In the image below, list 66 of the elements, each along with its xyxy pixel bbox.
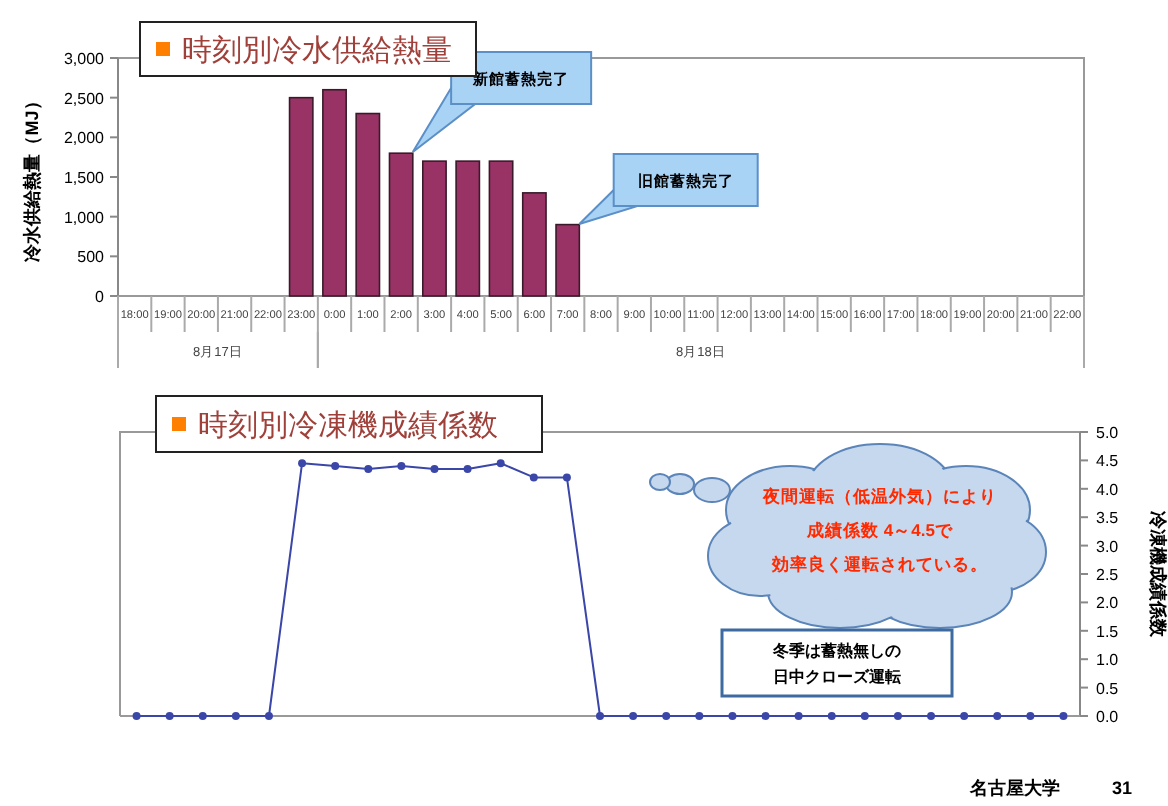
y-axis-title: 冷凍機成績係数: [1148, 511, 1168, 639]
chart-title: 時刻別冷凍機成績係数: [198, 409, 498, 443]
bar: [421, 160, 447, 297]
text: 31: [1111, 778, 1132, 798]
y-axis-title: 冷水供給熱量（MJ）: [22, 92, 42, 262]
bar: [288, 96, 314, 297]
point: [165, 712, 174, 720]
point: [198, 712, 207, 720]
point: [629, 712, 638, 720]
y-tick-label: 2.0: [1096, 594, 1120, 613]
y-tick-label: 0: [95, 288, 106, 306]
y-tick-label: 3,000: [63, 50, 106, 68]
y-tick-label: 5.0: [1096, 424, 1120, 442]
y-tick-label: 2.5: [1096, 566, 1120, 584]
y-tick-label: 500: [77, 248, 106, 267]
point: [761, 712, 770, 720]
point: [331, 462, 340, 471]
point: [794, 712, 803, 720]
y-tick-label: 0.0: [1096, 708, 1120, 726]
point: [662, 712, 671, 720]
point: [529, 473, 538, 482]
point: [231, 712, 240, 720]
annotation: 夜間運転（低温外気）により: [761, 486, 997, 506]
point: [596, 712, 604, 720]
annotation: 冬季は蓄熱無しの: [771, 642, 901, 660]
bar: [355, 112, 381, 297]
point: [927, 712, 936, 720]
point: [132, 712, 141, 720]
bar: [555, 223, 581, 297]
y-tick-label: 0.5: [1096, 679, 1120, 698]
point: [827, 712, 836, 720]
y-tick-label: 1.5: [1096, 622, 1120, 641]
bar: [521, 192, 547, 297]
point: [728, 712, 737, 720]
annotation: 成績係数 4～4.5で: [805, 520, 955, 540]
y-tick-label: 4.5: [1096, 452, 1120, 471]
point: [430, 464, 439, 473]
point: [695, 712, 704, 720]
point: [960, 712, 969, 720]
y-tick-label: 2,000: [63, 129, 106, 148]
annotation: 日中クローズ運転: [773, 668, 901, 686]
point: [264, 712, 273, 720]
text: 名古屋大学: [968, 778, 1060, 798]
point: [298, 459, 307, 468]
bar: [488, 160, 514, 297]
y-tick-label: 4.0: [1096, 480, 1120, 499]
point: [1026, 712, 1035, 720]
point: [860, 712, 869, 720]
point: [496, 459, 505, 468]
point: [893, 712, 902, 720]
y-tick-label: 2,500: [63, 89, 106, 108]
point: [1059, 712, 1068, 720]
y-tick-label: 3.0: [1096, 537, 1120, 556]
point: [562, 473, 571, 482]
point: [993, 712, 1002, 720]
point: [364, 464, 373, 473]
bar: [455, 160, 481, 297]
point: [397, 462, 406, 471]
y-tick-label: 1,500: [63, 169, 106, 187]
annotation: 効率良く運転されている。: [770, 554, 988, 574]
y-tick-label: 1.0: [1096, 651, 1120, 670]
y-tick-label: 3.5: [1096, 509, 1120, 528]
bar: [388, 152, 414, 297]
y-tick-label: 1,000: [63, 208, 106, 227]
point: [463, 464, 472, 473]
bar: [322, 88, 347, 297]
